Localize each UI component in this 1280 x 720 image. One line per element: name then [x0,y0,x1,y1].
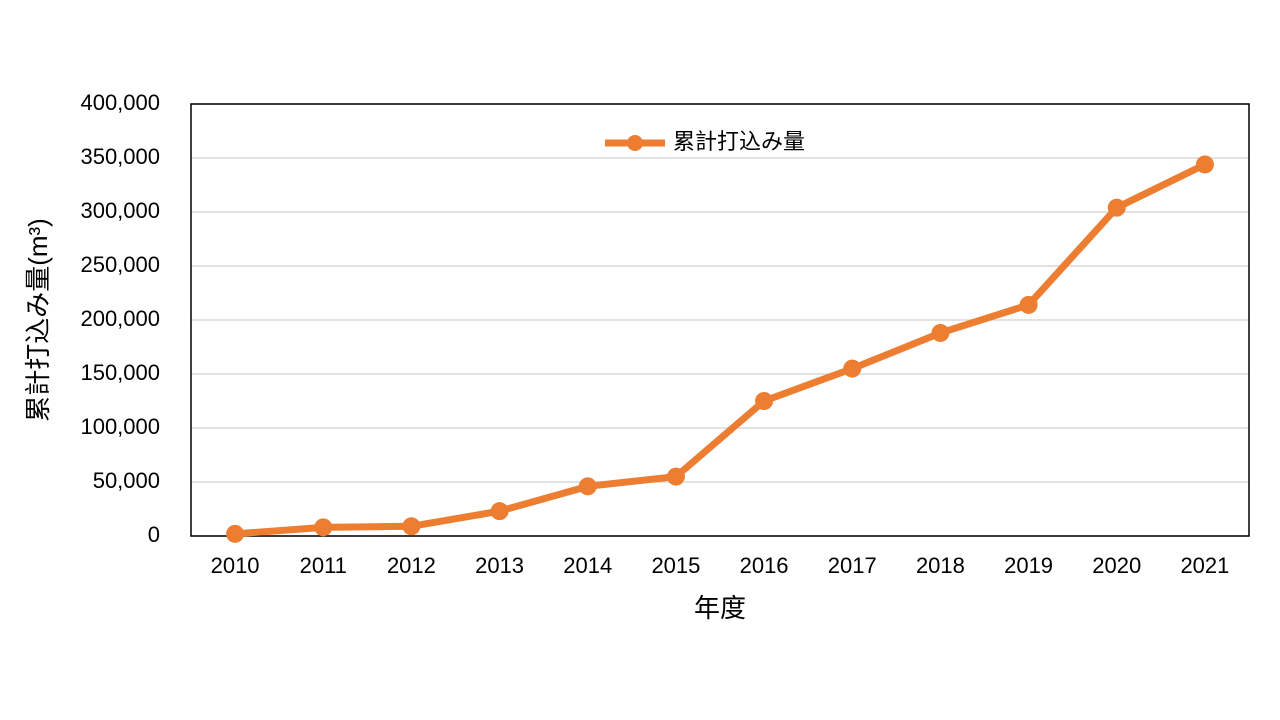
plot-frame [190,103,1250,537]
y-tick-label: 300,000 [80,198,160,223]
x-tick-label: 2011 [300,553,347,578]
x-tick-label: 2014 [563,553,612,578]
legend-marker [627,135,643,151]
x-tick-label: 2021 [1180,553,1229,578]
y-tick-label: 100,000 [80,414,160,439]
x-tick-label: 2012 [387,553,436,578]
x-tick-label: 2019 [1004,553,1053,578]
data-point [666,467,685,486]
x-tick-label: 2017 [828,553,877,578]
data-point [843,359,862,378]
data-point [931,323,950,342]
y-tick-label: 400,000 [80,90,160,115]
x-axis-label: 年度 [694,593,746,623]
y-axis-label: 累計打込み量(m³) [23,218,53,422]
y-tick-label: 0 [148,522,160,547]
y-tick-label: 250,000 [80,252,160,277]
data-point [1107,198,1126,217]
data-point [1195,155,1214,174]
data-point [226,524,245,543]
legend-label: 累計打込み量 [673,129,805,154]
x-tick-label: 2010 [211,553,260,578]
data-point [1019,295,1038,314]
data-point [314,518,333,537]
x-tick-label: 2015 [651,553,700,578]
y-tick-label: 150,000 [80,360,160,385]
y-tick-label: 350,000 [80,144,160,169]
data-point [490,502,509,521]
data-point [578,477,597,496]
x-tick-label: 2016 [740,553,789,578]
data-point [402,517,421,536]
y-tick-label: 50,000 [93,468,160,493]
series-line [234,161,1207,538]
x-tick-label: 2020 [1092,553,1141,578]
x-tick-label: 2018 [916,553,965,578]
x-tick-label: 2013 [475,553,524,578]
data-point [755,392,774,410]
y-tick-label: 200,000 [80,306,160,331]
